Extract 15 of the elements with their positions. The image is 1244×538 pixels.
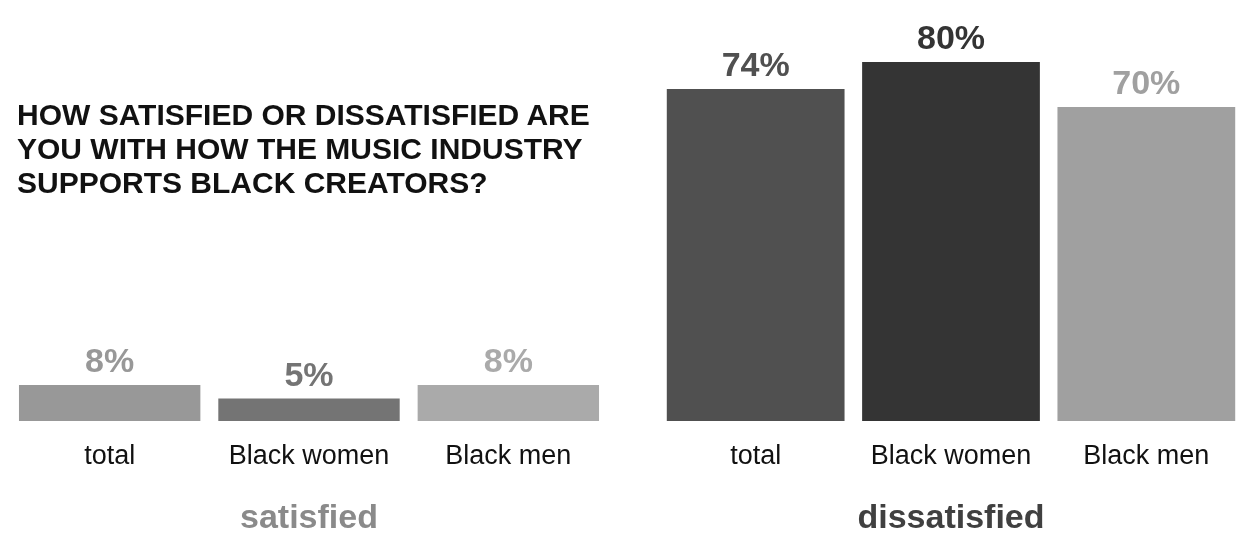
data-label: 74%: [721, 44, 790, 83]
x-tick-label: Black women: [870, 439, 1032, 470]
data-label: 8%: [85, 341, 135, 380]
data-label: 70%: [1112, 62, 1181, 101]
data-label: 80%: [916, 18, 986, 56]
x-tick-label: total: [730, 439, 782, 470]
x-tick-label: Black men: [445, 439, 572, 470]
x-tick-label: Black men: [1083, 439, 1210, 470]
chart-title: HOW SATISFIED OR DISSATISFIED ARE YOU WITH HOW THE MUSIC INDUSTRY SUPPORTS BLACK CREATORS?: [17, 97, 599, 199]
x-tick-label: Black women: [228, 439, 390, 470]
x-axis-title: dissatisfied: [857, 497, 1045, 535]
data-label: 5%: [284, 354, 334, 393]
x-axis-title: satisfied: [240, 497, 378, 535]
x-tick-label: total: [84, 439, 136, 470]
data-label: 8%: [483, 341, 533, 380]
